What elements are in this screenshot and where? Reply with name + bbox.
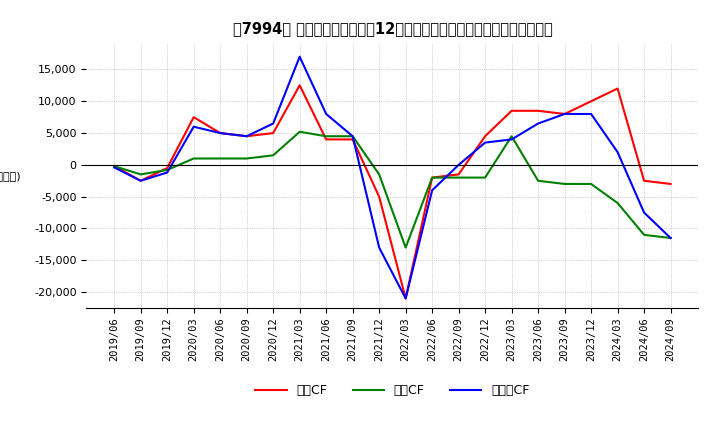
フリーCF	[163, 170, 171, 175]
Legend: 営業CF, 投資CF, フリーCF: 営業CF, 投資CF, フリーCF	[251, 379, 534, 402]
営業CF	[269, 130, 277, 136]
フリーCF	[534, 121, 542, 126]
投資CF	[216, 156, 225, 161]
フリーCF	[243, 134, 251, 139]
フリーCF	[189, 124, 198, 129]
フリーCF	[269, 121, 277, 126]
フリーCF	[666, 235, 675, 241]
投資CF	[560, 181, 569, 187]
投資CF	[243, 156, 251, 161]
営業CF	[375, 194, 384, 199]
投資CF	[666, 235, 675, 241]
営業CF	[295, 83, 304, 88]
フリーCF	[428, 188, 436, 193]
投資CF	[136, 172, 145, 177]
投資CF	[613, 200, 622, 205]
営業CF	[534, 108, 542, 114]
フリーCF	[560, 111, 569, 117]
営業CF	[454, 172, 463, 177]
投資CF	[401, 245, 410, 250]
投資CF	[428, 175, 436, 180]
投資CF	[481, 175, 490, 180]
営業CF	[136, 178, 145, 183]
Line: フリーCF: フリーCF	[114, 57, 670, 298]
投資CF	[587, 181, 595, 187]
フリーCF	[375, 245, 384, 250]
営業CF	[401, 296, 410, 301]
投資CF	[189, 156, 198, 161]
営業CF	[613, 86, 622, 91]
営業CF	[163, 165, 171, 171]
営業CF	[587, 99, 595, 104]
投資CF	[110, 164, 119, 169]
フリーCF	[508, 137, 516, 142]
営業CF	[189, 114, 198, 120]
営業CF	[640, 178, 649, 183]
営業CF	[110, 164, 119, 169]
営業CF	[348, 137, 357, 142]
投資CF	[375, 172, 384, 177]
営業CF	[243, 134, 251, 139]
営業CF	[666, 181, 675, 187]
営業CF	[481, 134, 490, 139]
投資CF	[163, 167, 171, 172]
フリーCF	[295, 54, 304, 59]
営業CF	[560, 111, 569, 117]
フリーCF	[613, 150, 622, 155]
営業CF	[428, 175, 436, 180]
フリーCF	[136, 178, 145, 183]
営業CF	[216, 130, 225, 136]
Title: 【7994】 キャッシュフローの12か月移動合計の対前年同期増減額の推移: 【7994】 キャッシュフローの12か月移動合計の対前年同期増減額の推移	[233, 21, 552, 36]
営業CF	[322, 137, 330, 142]
フリーCF	[481, 140, 490, 145]
Line: 投資CF: 投資CF	[114, 132, 670, 248]
投資CF	[348, 134, 357, 139]
投資CF	[640, 232, 649, 238]
投資CF	[508, 134, 516, 139]
Y-axis label: (百万円): (百万円)	[0, 171, 21, 181]
フリーCF	[587, 111, 595, 117]
投資CF	[269, 153, 277, 158]
Line: 営業CF: 営業CF	[114, 85, 670, 298]
投資CF	[454, 175, 463, 180]
投資CF	[322, 134, 330, 139]
フリーCF	[216, 130, 225, 136]
フリーCF	[640, 210, 649, 215]
営業CF	[508, 108, 516, 114]
フリーCF	[454, 162, 463, 168]
フリーCF	[110, 165, 119, 170]
投資CF	[295, 129, 304, 135]
フリーCF	[322, 111, 330, 117]
投資CF	[534, 178, 542, 183]
フリーCF	[401, 296, 410, 301]
フリーCF	[348, 134, 357, 139]
